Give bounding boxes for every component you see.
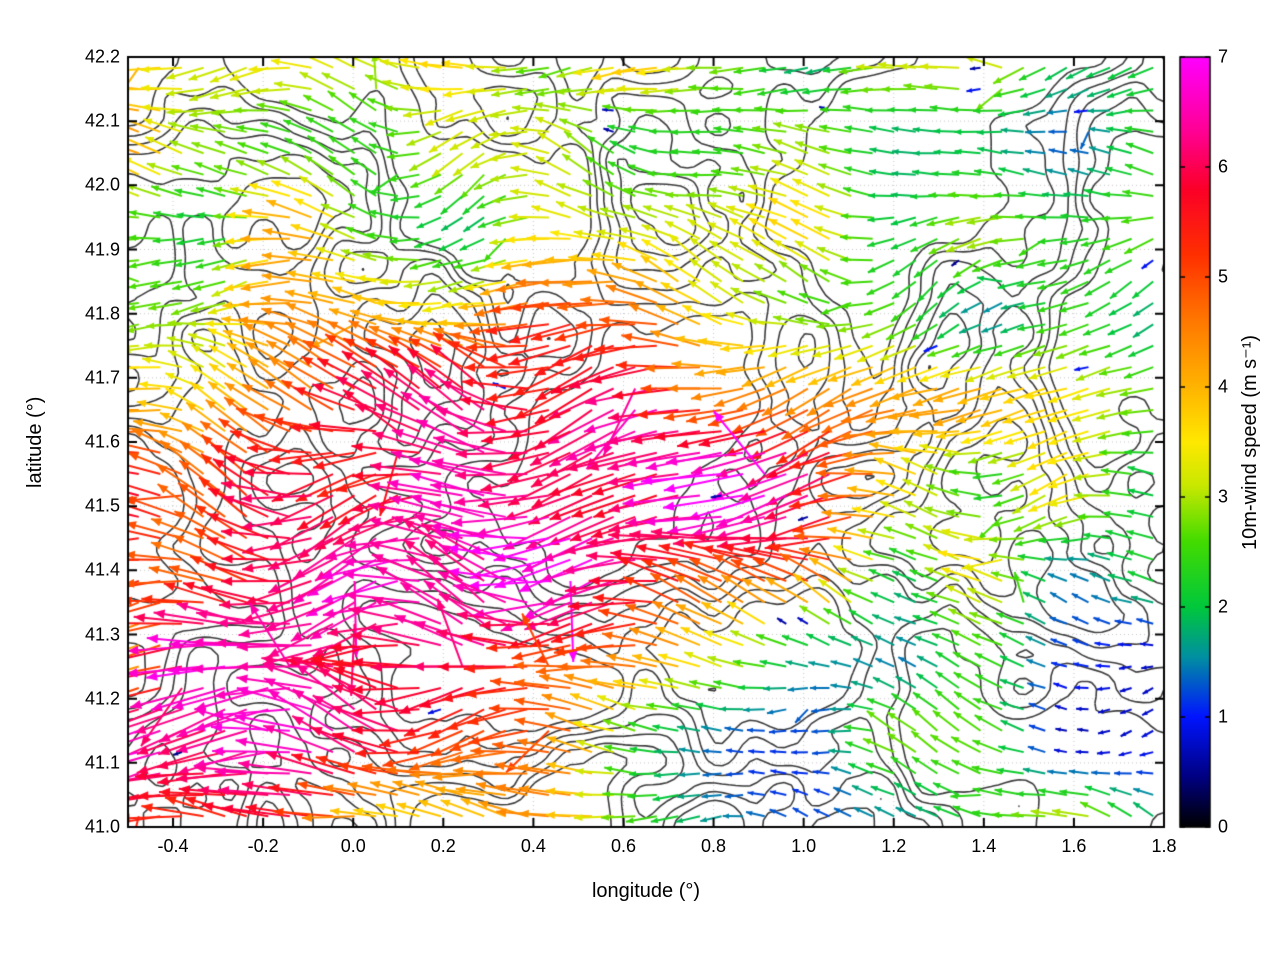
colorbar-label: 10m-wind speed (m s⁻¹) bbox=[1239, 334, 1261, 550]
ytick-label: 41.1 bbox=[84, 752, 120, 773]
xtick-label: 0.6 bbox=[610, 836, 636, 856]
cbtick-label: 7 bbox=[1218, 46, 1229, 67]
xtick-label: -0.4 bbox=[157, 836, 189, 856]
ytick-label: 42.0 bbox=[84, 174, 120, 195]
cbtick-label: 1 bbox=[1218, 706, 1229, 727]
xtick-label: 1.2 bbox=[881, 836, 907, 856]
xtick-label: 1.0 bbox=[791, 836, 817, 856]
xtick-label: 0.0 bbox=[340, 836, 366, 856]
xtick-label: 1.4 bbox=[971, 836, 997, 856]
cbtick-label: 0 bbox=[1218, 816, 1229, 837]
xtick-label: 1.6 bbox=[1061, 836, 1087, 856]
cbtick-label: 5 bbox=[1218, 266, 1229, 287]
ytick-label: 41.5 bbox=[84, 495, 120, 516]
x-axis-label: longitude (°) bbox=[591, 880, 701, 902]
cbtick-label: 2 bbox=[1218, 596, 1229, 617]
ytick-label: 41.8 bbox=[84, 303, 120, 324]
ytick-label: 41.2 bbox=[84, 688, 120, 709]
xtick-label: 1.8 bbox=[1151, 836, 1177, 856]
ytick-label: 41.7 bbox=[84, 367, 120, 388]
ytick-label: 42.2 bbox=[84, 46, 120, 67]
xtick-label: 0.8 bbox=[701, 836, 727, 856]
xtick-label: 0.2 bbox=[430, 836, 456, 856]
ytick-label: 41.6 bbox=[84, 431, 120, 452]
plot-area bbox=[128, 57, 1164, 827]
colorbar bbox=[1180, 57, 1210, 827]
ytick-label: 41.0 bbox=[84, 816, 120, 837]
xtick-label: 0.4 bbox=[520, 836, 546, 856]
ytick-label: 41.3 bbox=[84, 624, 120, 644]
xtick-label: -0.2 bbox=[247, 836, 279, 856]
ytick-label: 42.1 bbox=[84, 110, 120, 131]
cbtick-label: 4 bbox=[1218, 376, 1229, 397]
cbtick-label: 3 bbox=[1218, 486, 1229, 507]
cbtick-label: 6 bbox=[1218, 156, 1229, 177]
ytick-label: 41.9 bbox=[84, 239, 120, 259]
ytick-label: 41.4 bbox=[84, 559, 120, 580]
